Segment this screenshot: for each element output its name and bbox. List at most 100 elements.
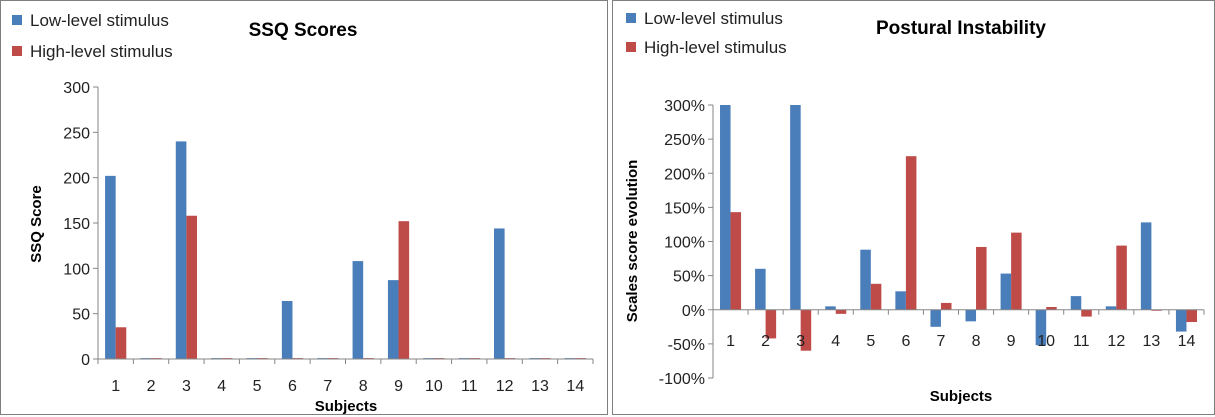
legend-label-low: Low-level stimulus: [30, 11, 169, 30]
x-tick-label: 12: [496, 378, 514, 395]
legend-label-high: High-level stimulus: [30, 42, 173, 61]
y-axis-title: SSQ Score: [28, 185, 45, 263]
y-tick-label: 0: [81, 352, 90, 369]
bar-low-9: [1000, 273, 1012, 310]
y-tick-label: 150%: [664, 200, 705, 217]
y-tick-label: 300: [63, 80, 90, 97]
y-tick-label: 50%: [673, 269, 705, 286]
x-tick-label: 5: [253, 378, 262, 395]
legend-swatch-high: [626, 42, 636, 52]
x-tick-label: 14: [1178, 333, 1196, 350]
bar-low-3: [175, 141, 187, 359]
x-tick-label: 10: [1037, 333, 1055, 350]
bar-high-7: [940, 302, 952, 310]
bar-high-4: [835, 309, 847, 314]
bar-low-5: [860, 249, 871, 310]
bar-high-9: [398, 221, 410, 359]
bar-high-3: [186, 215, 197, 359]
bar-high-2: [765, 309, 777, 339]
legend-swatch-low: [12, 15, 22, 25]
y-tick-label: 200%: [664, 166, 705, 183]
x-tick-label: 10: [425, 378, 443, 395]
bar-high-9: [1011, 232, 1022, 310]
bar-low-14: [1175, 309, 1187, 332]
bar-high-5: [870, 283, 882, 310]
x-tick-label: 13: [1142, 333, 1160, 350]
y-tick-label: 150: [63, 216, 90, 233]
bar-low-2: [755, 268, 766, 310]
bar-low-4: [825, 306, 836, 310]
y-tick-label: -100%: [659, 371, 705, 388]
chart-title: Postural Instability: [876, 18, 1046, 39]
bar-high-14: [1186, 309, 1197, 323]
legend-swatch-low: [626, 13, 636, 23]
bar-low-13: [1140, 222, 1152, 310]
bar-low-1: [720, 105, 731, 310]
y-tick-label: 200: [63, 171, 90, 188]
x-tick-label: 2: [761, 333, 770, 350]
x-tick-label: 7: [323, 378, 332, 395]
bar-low-8: [352, 261, 364, 359]
x-tick-label: 12: [1107, 333, 1125, 350]
x-axis-title: Subjects: [315, 398, 378, 415]
bar-high-12: [1116, 245, 1127, 310]
x-tick-label: 2: [147, 378, 156, 395]
bar-low-12: [494, 228, 505, 359]
bar-low-8: [965, 309, 977, 322]
y-tick-label: 100: [63, 261, 90, 278]
y-tick-label: 100%: [664, 235, 705, 252]
legend-label-high: High-level stimulus: [644, 38, 787, 57]
bar-high-8: [976, 246, 987, 310]
y-axis-title: Scales score evolution: [624, 160, 641, 323]
x-tick-label: 1: [111, 378, 120, 395]
plot-area: -100%-50%0%50%100%150%200%250%300%1 2 3 4 5 6…: [659, 98, 1205, 388]
postural-chart-panel: Postural Instability Low-level stimulus …: [612, 0, 1215, 415]
y-tick-label: 0%: [682, 303, 705, 320]
x-tick-label: 9: [1007, 333, 1016, 350]
y-tick-label: 250: [63, 125, 90, 142]
y-tick-label: -50%: [668, 337, 705, 354]
bar-high-3: [800, 309, 812, 351]
x-tick-label: 8: [972, 333, 981, 350]
x-tick-label: 11: [461, 378, 478, 395]
legend-label-low: Low-level stimulus: [644, 9, 783, 28]
chart-title: SSQ Scores: [249, 20, 358, 41]
bar-low-12: [1105, 306, 1117, 310]
bar-high-1: [115, 327, 127, 359]
bar-low-11: [1070, 296, 1082, 310]
x-axis-title: Subjects: [930, 388, 993, 405]
bar-low-9: [387, 280, 399, 359]
x-tick-label: 14: [566, 378, 584, 395]
x-tick-label: 4: [831, 333, 840, 350]
bar-high-10: [1046, 307, 1057, 310]
x-tick-label: 8: [359, 378, 368, 395]
x-tick-label: 3: [796, 333, 805, 350]
bar-low-3: [790, 105, 801, 310]
postural-chart: Postural Instability Low-level stimulus …: [624, 9, 1205, 405]
x-tick-label: 6: [288, 378, 297, 395]
bar-low-1: [105, 175, 116, 359]
ssq-chart: SSQ Scores Low-level stimulus High-level…: [12, 11, 594, 415]
x-tick-label: 9: [394, 378, 403, 395]
legend-swatch-high: [12, 46, 22, 56]
x-tick-label: 6: [901, 333, 910, 350]
x-tick-label: 3: [182, 378, 191, 395]
x-tick-label: 5: [866, 333, 875, 350]
x-tick-label: 4: [217, 378, 226, 395]
bar-low-6: [281, 300, 293, 359]
x-tick-label: 13: [531, 378, 549, 395]
bar-low-7: [930, 309, 941, 327]
y-tick-label: 50: [72, 307, 90, 324]
y-tick-label: 250%: [664, 132, 705, 149]
bar-high-6: [905, 156, 917, 310]
y-tick-label: 300%: [664, 98, 705, 115]
bar-high-11: [1081, 309, 1092, 317]
bar-low-6: [895, 291, 906, 310]
bar-high-1: [730, 212, 742, 310]
x-tick-label: 1: [726, 333, 735, 350]
ssq-chart-panel: SSQ Scores Low-level stimulus High-level…: [0, 0, 608, 415]
x-tick-label: 11: [1073, 333, 1090, 350]
x-tick-label: 7: [937, 333, 946, 350]
bar-low-10: [1035, 309, 1047, 346]
